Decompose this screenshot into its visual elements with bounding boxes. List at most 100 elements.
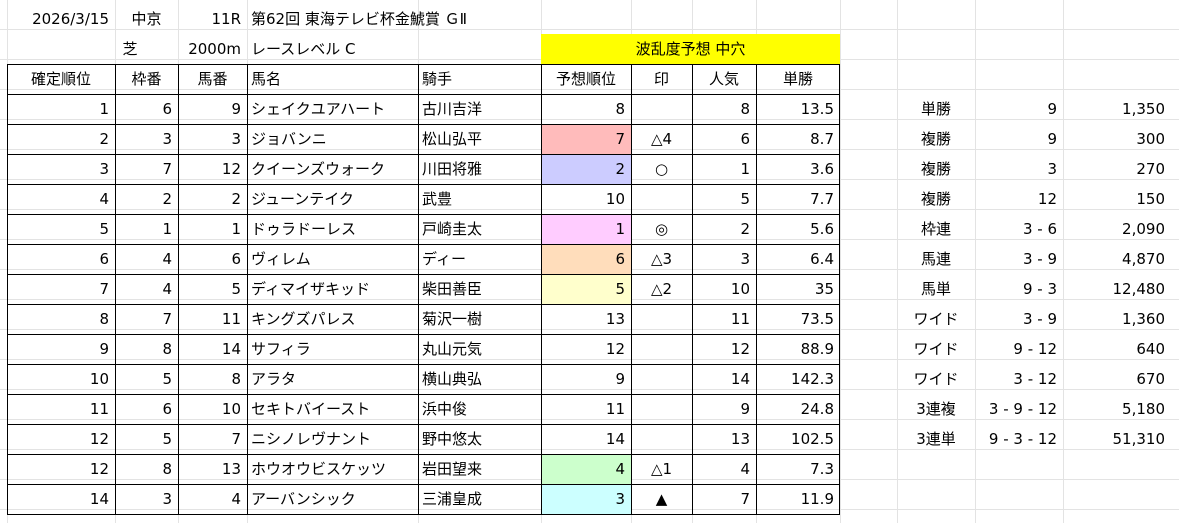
table-cell-win-odds: 35 [814,280,834,298]
payout-type: ワイド [913,370,959,388]
payout-combination: 3 - 6 [1022,220,1057,238]
table-cell-popularity: 5 [740,190,750,208]
table-cell-jockey: 古川吉洋 [422,100,483,118]
col-border [247,64,248,515]
payout-combination: 9 - 3 - 12 [988,430,1057,448]
table-cell-horse-number: 1 [231,220,241,238]
row-border [7,124,840,125]
race-level: レースレベル C [251,40,356,58]
race-name: 第62回 東海テレビ杯金鯱賞 ＧⅡ [251,10,468,28]
table-cell-popularity: 14 [730,370,750,388]
table-cell-win-odds: 102.5 [791,430,834,448]
row-border [7,364,840,365]
table-cell-jockey: 柴田善臣 [422,280,483,298]
table-cell-confirmed-rank: 14 [89,490,109,508]
pred-highlight [541,454,631,484]
table-cell-horse-number: 6 [231,250,241,268]
grid-line [897,0,898,523]
pred-highlight [541,214,631,244]
payout-amount: 270 [1136,160,1165,178]
table-cell-predicted-rank: 10 [605,190,625,208]
table-cell-frame-number: 3 [162,130,172,148]
payout-type: 馬連 [920,250,951,268]
table-cell-jockey: 松山弘平 [422,130,483,148]
table-cell-horse-name: サフィラ [251,340,311,358]
table-cell-horse-number: 14 [221,340,241,358]
table-cell-confirmed-rank: 12 [89,430,109,448]
payout-type: 複勝 [920,160,951,178]
payout-type: 3連複 [916,400,956,418]
table-cell-popularity: 7 [740,490,750,508]
table-cell-predicted-rank: 14 [605,430,625,448]
table-cell-popularity: 9 [740,400,750,418]
payout-combination: 3 - 9 [1022,250,1057,268]
table-cell-popularity: 1 [740,160,750,178]
table-cell-confirmed-rank: 3 [99,160,109,178]
table-cell-jockey: 武豊 [422,190,453,208]
pred-highlight [541,244,631,274]
table-cell-horse-name: セキトバイースト [251,400,371,418]
grid-line [1063,0,1064,523]
row-border [7,334,840,335]
table-cell-horse-number: 13 [221,460,241,478]
table-cell-popularity: 10 [730,280,750,298]
col-border [418,64,419,515]
table-cell-mark: ▲ [655,490,668,508]
table-cell-win-odds: 3.6 [810,160,834,178]
table-cell-frame-number: 7 [162,310,172,328]
table-cell-jockey: 岩田望来 [422,460,483,478]
row-border [7,394,840,395]
table-cell-horse-name: ディマイザキッド [251,280,370,298]
table-cell-horse-name: アラタ [251,370,297,388]
table-cell-win-odds: 6.4 [810,250,834,268]
table-cell-predicted-rank: 6 [615,250,625,268]
header-popularity: 人気 [708,70,739,88]
header-jockey: 騎手 [422,70,453,88]
payout-amount: 4,870 [1122,250,1165,268]
table-cell-frame-number: 4 [162,250,172,268]
table-cell-horse-name: ドゥラドーレス [251,220,357,238]
payout-amount: 1,360 [1122,310,1165,328]
table-cell-confirmed-rank: 2 [99,130,109,148]
table-cell-mark: ○ [654,160,669,178]
table-cell-horse-number: 12 [221,160,241,178]
table-cell-predicted-rank: 7 [615,130,625,148]
row-border [7,274,840,275]
table-cell-horse-number: 7 [231,430,241,448]
header-confirmed-rank: 確定順位 [30,70,91,88]
table-cell-jockey: 三浦皇成 [422,490,483,508]
table-cell-win-odds: 73.5 [800,310,834,328]
table-cell-frame-number: 7 [162,160,172,178]
table-cell-win-odds: 11.9 [800,490,834,508]
table-cell-horse-number: 2 [231,190,241,208]
table-cell-jockey: 丸山元気 [422,340,483,358]
row-border [7,154,840,155]
table-cell-horse-name: ヴィレム [251,250,311,268]
table-cell-horse-number: 11 [221,310,241,328]
table-cell-mark: △1 [650,460,673,478]
race-distance: 2000m [188,40,241,58]
table-cell-predicted-rank: 9 [615,370,625,388]
table-cell-horse-name: ジューンテイク [251,190,354,208]
table-cell-predicted-rank: 11 [605,400,625,418]
payout-combination: 3 - 9 [1022,310,1057,328]
pred-highlight [541,484,631,514]
table-cell-horse-number: 10 [221,400,241,418]
table-cell-popularity: 2 [740,220,750,238]
table-cell-confirmed-rank: 6 [99,250,109,268]
payout-amount: 2,090 [1122,220,1165,238]
table-cell-win-odds: 13.5 [800,100,834,118]
row-border [7,304,840,305]
table-cell-horse-name: ホウオウビスケッツ [251,460,387,478]
table-cell-confirmed-rank: 10 [89,370,109,388]
payout-amount: 1,350 [1122,100,1165,118]
table-cell-frame-number: 6 [162,100,172,118]
table-cell-popularity: 13 [730,430,750,448]
payout-type: 単勝 [920,100,951,118]
pred-highlight [541,274,631,304]
table-cell-predicted-rank: 13 [605,310,625,328]
pred-highlight [541,124,631,154]
payout-combination: 9 [1047,100,1057,118]
col-border [541,64,542,515]
payout-amount: 640 [1136,340,1165,358]
